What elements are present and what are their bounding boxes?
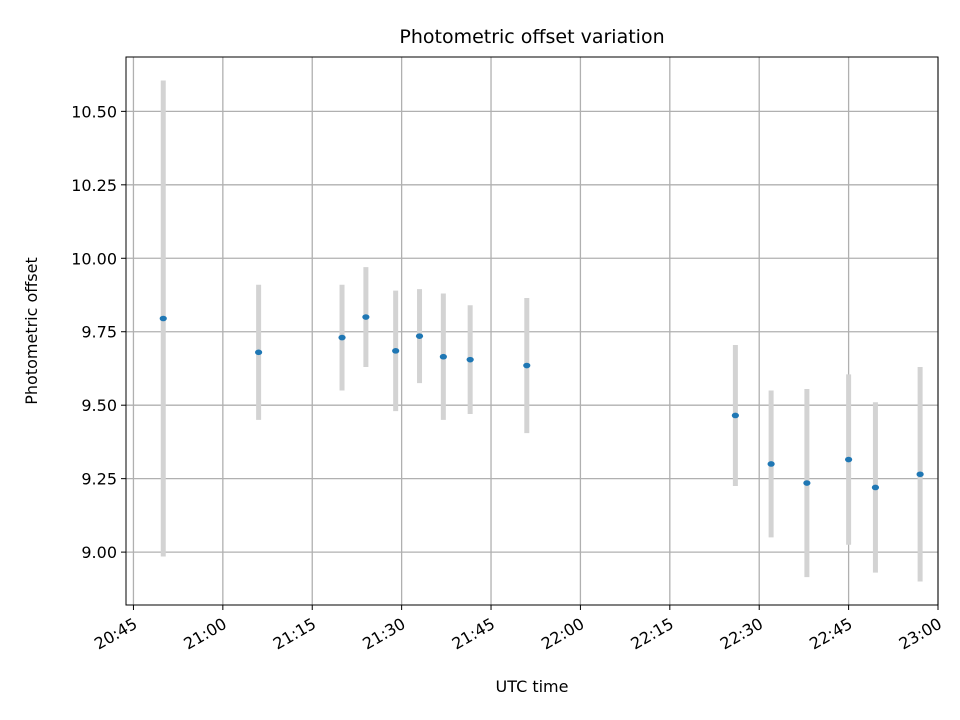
data-point [916,471,924,478]
data-point [415,333,424,339]
y-tick-label: 10.25 [71,176,117,195]
y-tick-label: 9.75 [81,323,117,342]
data-point [767,461,775,467]
data-point [255,349,263,356]
y-tick-label: 9.50 [81,396,117,415]
data-point [803,480,811,486]
data-point [392,348,400,354]
data-point [466,356,474,363]
data-point [845,456,853,463]
x-axis-title: UTC time [496,677,569,696]
data-point [731,412,739,419]
y-axis-title: Photometric offset [22,257,41,405]
y-tick-label: 10.00 [71,249,117,268]
y-tick-label: 9.00 [81,543,117,562]
chart-title: Photometric offset variation [399,26,664,48]
data-point [439,353,447,360]
data-point [159,315,167,322]
data-points [159,314,924,491]
grid [126,57,939,605]
y-tick-label: 9.25 [81,470,117,489]
data-point [871,484,880,491]
data-point [362,314,370,320]
data-point [338,334,346,341]
plot-frame [125,56,939,606]
y-tick-label: 10.50 [71,102,117,121]
data-point [523,362,531,369]
